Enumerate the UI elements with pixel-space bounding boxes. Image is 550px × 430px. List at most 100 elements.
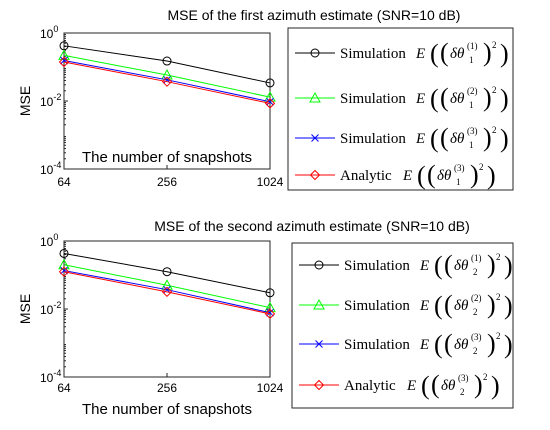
legend-paren: (: [440, 38, 449, 67]
series-line: [63, 60, 271, 103]
series-2: [58, 49, 276, 102]
legend-expectation: E: [406, 378, 416, 394]
legend-expectation: E: [415, 131, 425, 147]
legend-entry: Simulation E((δθ 1(2)) 2): [295, 83, 509, 113]
x-tick-label: 64: [57, 381, 71, 395]
legend-entry: Simulation E((δθ 1(1)) 2): [295, 38, 509, 68]
chart-title: MSE of the first azimuth estimate (SNR=1…: [168, 7, 461, 23]
legend-paren: ): [487, 250, 496, 279]
x-axis-label: The number of snapshots: [82, 401, 252, 418]
legend-paren: (: [417, 161, 426, 190]
legend-entry: Simulation E((δθ 2(3)) 2): [299, 329, 513, 359]
y-tick-label: 100: [40, 232, 58, 249]
x-tick-label: 1024: [257, 381, 284, 395]
data-point: [161, 69, 173, 80]
legend-subscript: 1: [456, 177, 461, 187]
legend-variable: δθ: [450, 131, 465, 147]
x-axis-label: The number of snapshots: [82, 149, 252, 166]
legend-subscript: 2: [473, 346, 478, 356]
legend-label: Simulation: [340, 131, 406, 147]
legend-label: Analytic: [344, 378, 396, 394]
legend-paren: (: [430, 39, 439, 68]
legend-paren: (: [444, 250, 453, 279]
x-tick-label: 1024: [257, 175, 284, 189]
legend-marker: [315, 340, 323, 348]
legend-variable: δθ: [441, 378, 456, 394]
legend-variable: δθ: [450, 46, 465, 62]
legend-paren: (: [444, 290, 453, 319]
axes-frame: [63, 240, 271, 378]
legend-power: 2: [483, 372, 488, 382]
legend-expectation: E: [419, 258, 429, 274]
series-line: [63, 252, 271, 294]
data-point: [59, 248, 69, 258]
data-point: [60, 266, 68, 275]
legend-paren: ): [470, 160, 479, 189]
legend-expectation: E: [415, 46, 425, 62]
legend-paren: ): [500, 124, 509, 153]
legend-label: Simulation: [344, 298, 410, 314]
legend-entry: Simulation E((δθ 2(1)) 2): [299, 250, 513, 280]
legend-power: 2: [492, 40, 497, 50]
legend-paren: (: [444, 329, 453, 358]
legend-paren: (: [434, 251, 443, 280]
data-point: [264, 301, 276, 313]
legend-subscript: 2: [473, 267, 478, 277]
legend-variable: δθ: [450, 91, 465, 107]
series-line: [63, 61, 271, 104]
legend-marker: [311, 134, 319, 142]
x-tick-label: 256: [157, 381, 177, 395]
series-line: [63, 264, 271, 309]
x-tick-label: 256: [157, 175, 177, 189]
y-axis-label: MSE: [17, 86, 33, 116]
series-line: [63, 271, 271, 315]
legend-paren: (: [440, 83, 449, 112]
chart-panel-1: MSE of the first azimuth estimate (SNR=1…: [17, 7, 514, 191]
legend-expectation: E: [402, 168, 412, 184]
series-1: [59, 248, 275, 298]
data-point: [265, 78, 275, 88]
data-point: [58, 266, 70, 277]
data-point: [264, 308, 276, 320]
legend-superscript: (3): [471, 332, 482, 342]
legend-expectation: E: [415, 91, 425, 107]
legend-label: Simulation: [344, 337, 410, 353]
legend-paren: (: [430, 84, 439, 113]
legend-entry: Simulation E((δθ 2(2)) 2): [299, 290, 513, 320]
legend-superscript: (2): [471, 293, 482, 303]
legend-expectation: E: [419, 298, 429, 314]
legend-paren: (: [430, 124, 439, 153]
data-point: [161, 76, 173, 87]
series-line: [63, 54, 271, 98]
legend-subscript: 1: [469, 140, 474, 150]
legend-power: 2: [496, 252, 501, 262]
legend-power: 2: [496, 292, 501, 302]
legend-paren: ): [504, 251, 513, 280]
legend-marker: [313, 379, 325, 391]
legend-label: Simulation: [340, 91, 406, 107]
legend-entry: Analytic E((δθ 1(3)) 2): [295, 160, 496, 190]
legend-power: 2: [492, 125, 497, 135]
y-tick-label: 10-2: [40, 300, 61, 317]
data-point: [161, 286, 173, 298]
legend-superscript: (3): [467, 126, 478, 136]
legend-paren: (: [434, 330, 443, 359]
legend-marker: [309, 169, 321, 181]
legend-power: 2: [496, 331, 501, 341]
x-tick-label: 64: [57, 175, 71, 189]
legend-paren: ): [483, 123, 492, 152]
legend-marker: [313, 298, 325, 310]
y-tick-label: 10-4: [40, 368, 61, 385]
legend-paren: (: [427, 160, 436, 189]
legend-marker: [310, 48, 320, 58]
y-axis-label: MSE: [17, 294, 33, 324]
legend-paren: ): [500, 84, 509, 113]
legend-paren: ): [483, 83, 492, 112]
legend-paren: ): [504, 330, 513, 359]
data-point: [266, 97, 274, 106]
y-tick-label: 100: [40, 24, 58, 41]
y-tick-label: 10-4: [40, 160, 61, 177]
legend-expectation: E: [419, 337, 429, 353]
legend-subscript: 2: [460, 387, 465, 397]
